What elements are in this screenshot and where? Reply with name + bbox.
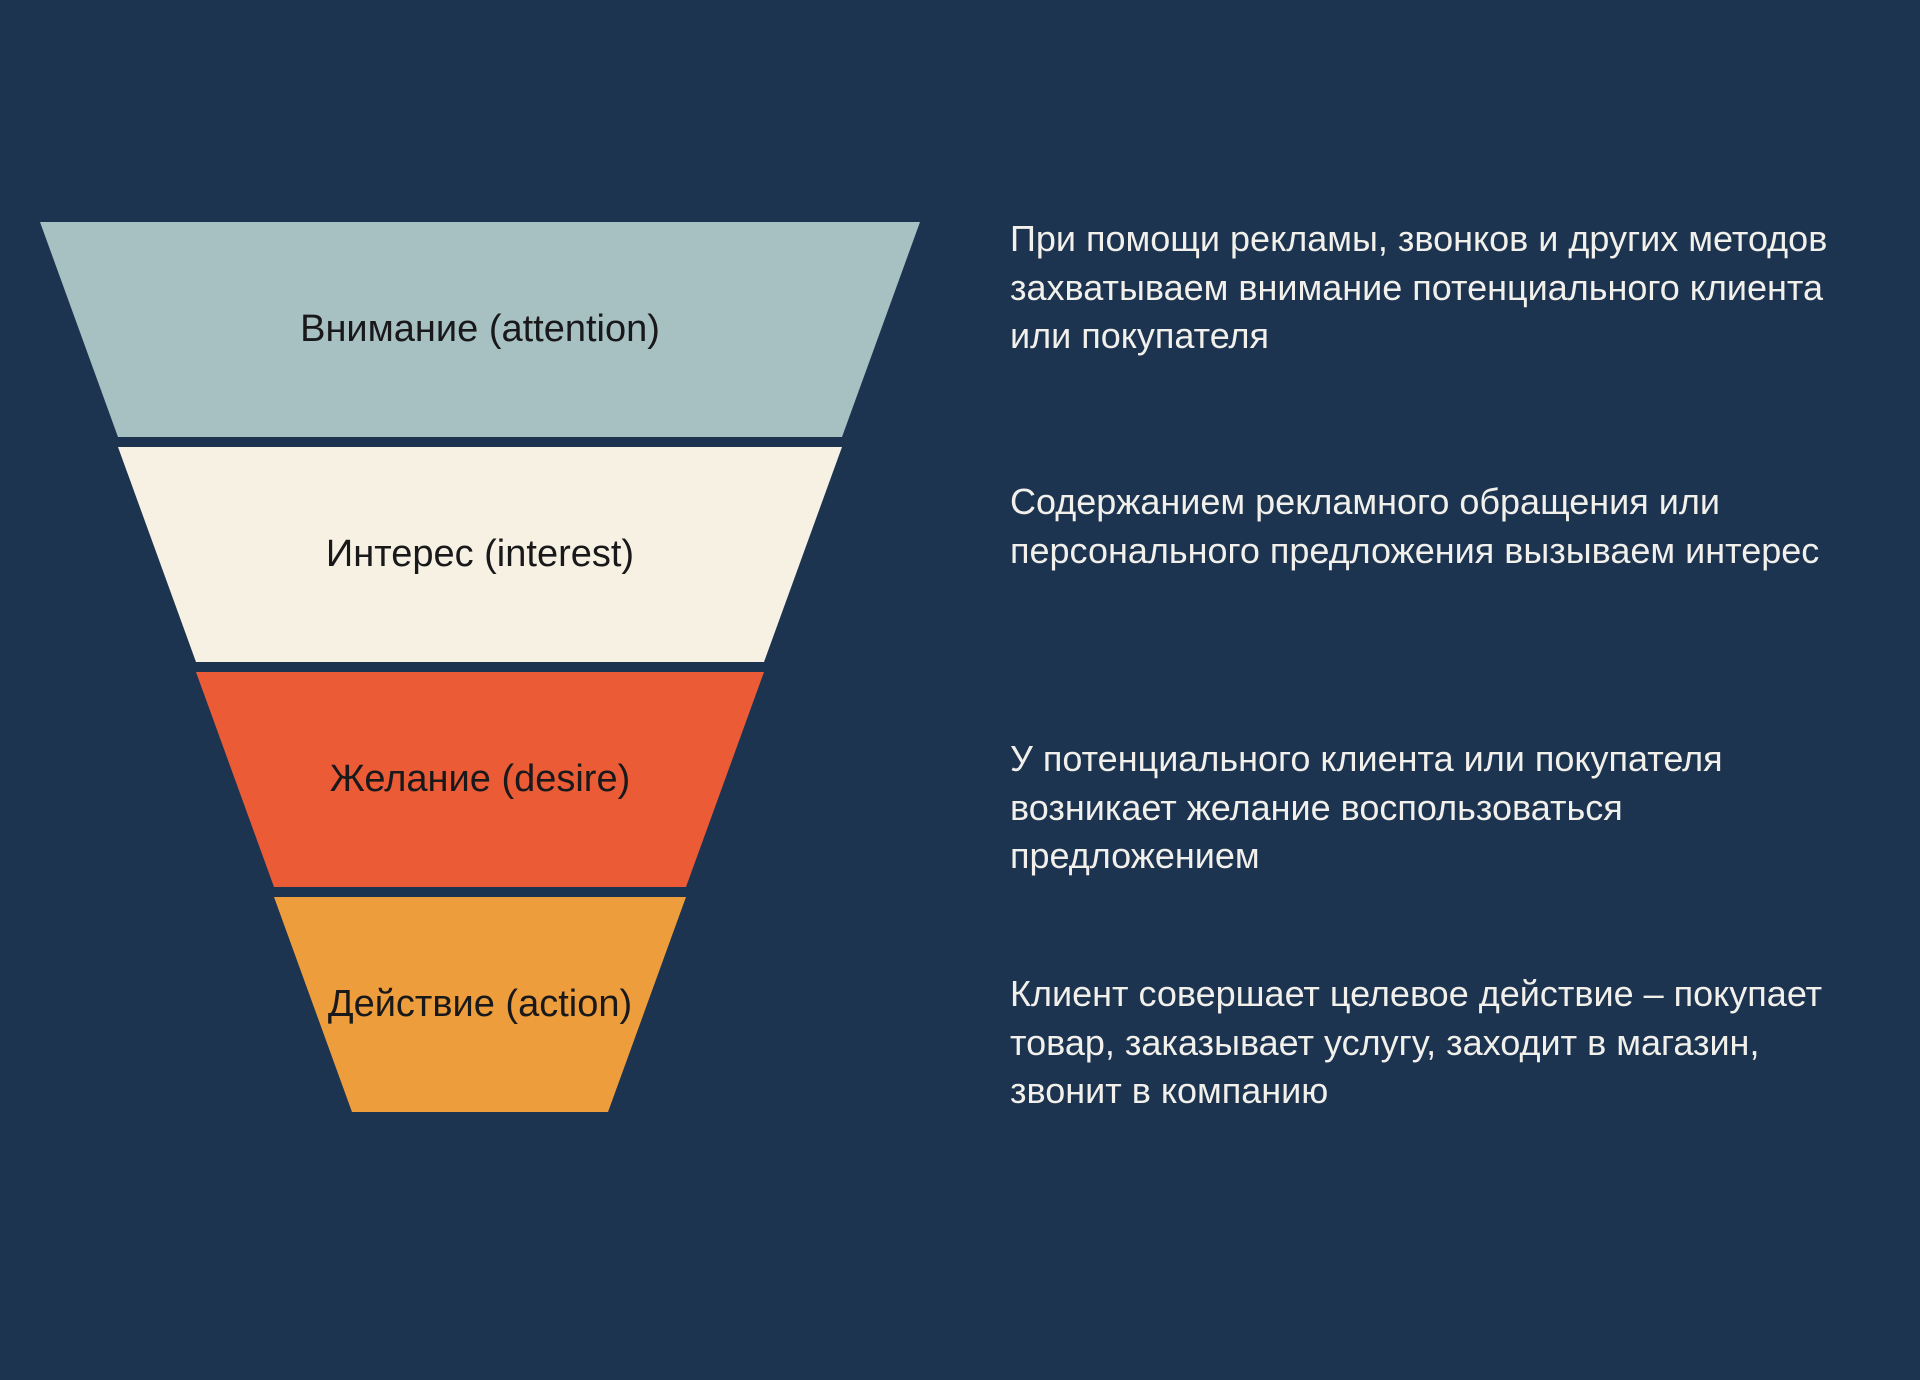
descriptions-column: При помощи рекламы, звонков и других мет… — [1010, 0, 1850, 1380]
funnel-stage: Желание (desire) — [40, 672, 920, 887]
funnel-stage: Интерес (interest) — [40, 447, 920, 662]
description-text: При помощи рекламы, звонков и других мет… — [1010, 215, 1850, 361]
funnel-stage-label: Желание (desire) — [330, 758, 631, 801]
description-text: У потенциального клиента или покупателя … — [1010, 735, 1850, 881]
funnel-chart: Внимание (attention) Интерес (interest) Же… — [40, 222, 920, 1122]
funnel-stage: Действие (action) — [40, 897, 920, 1112]
funnel-stage-label: Внимание (attention) — [300, 308, 660, 351]
description-text: Содержанием рекламного обращения или пер… — [1010, 478, 1850, 575]
infographic-canvas: Внимание (attention) Интерес (interest) Же… — [0, 0, 1920, 1380]
funnel-stage-label: Интерес (interest) — [326, 533, 634, 576]
funnel-stage: Внимание (attention) — [40, 222, 920, 437]
funnel-stage-label: Действие (action) — [328, 983, 632, 1026]
description-text: Клиент совершает целевое действие – поку… — [1010, 970, 1850, 1116]
